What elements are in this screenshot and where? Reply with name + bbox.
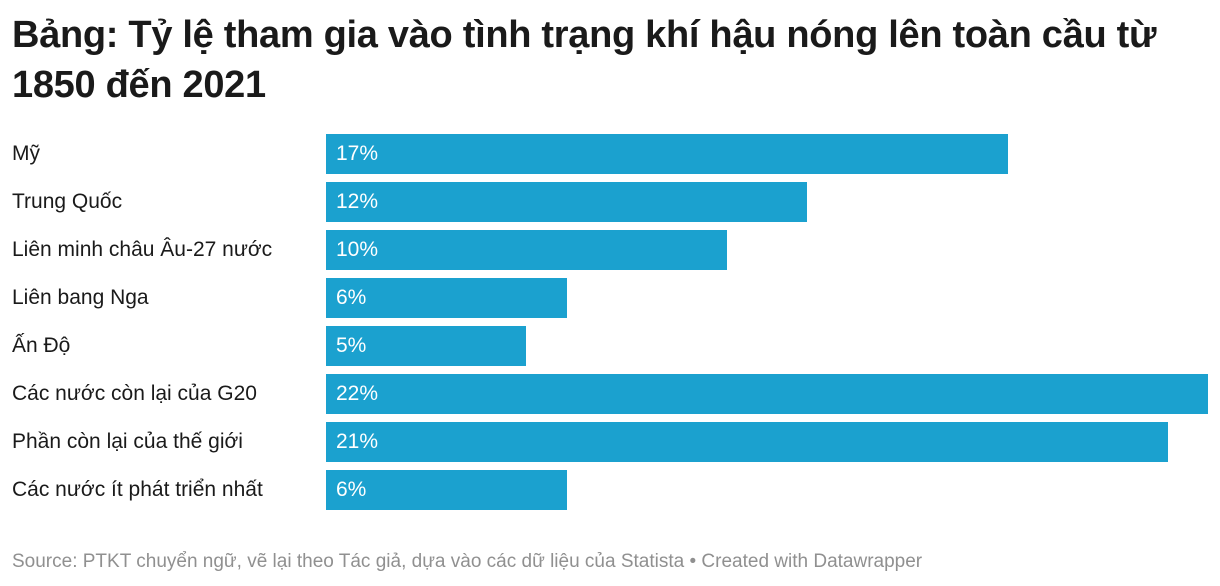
bar [326,422,1168,462]
bar-value-label: 6% [336,478,367,501]
bar [326,182,807,222]
bar [326,278,567,318]
bar-value-label: 6% [336,286,367,309]
bar-value-label: 17% [336,142,379,165]
bar-value-label: 22% [336,382,379,405]
bar-value-label: 5% [336,334,367,357]
bar [326,134,1008,174]
category-label: Liên bang Nga [12,286,149,309]
category-label: Liên minh châu Âu-27 nước [12,238,273,261]
bar [326,470,567,510]
category-label: Phần còn lại của thế giới [12,430,243,453]
bar [326,326,526,366]
category-label: Các nước còn lại của G20 [12,382,257,405]
bar [326,230,727,270]
category-label: Các nước ít phát triển nhất [12,478,263,501]
bar-value-label: 12% [336,190,379,213]
chart-title: Bảng: Tỷ lệ tham gia vào tình trạng khí … [12,14,1157,106]
bar-value-label: 10% [336,238,379,261]
source-note: Source: PTKT chuyển ngữ, vẽ lại theo Tác… [12,551,923,572]
category-label: Mỹ [12,142,40,165]
bar-value-label: 21% [336,430,379,453]
bar [326,374,1208,414]
category-label: Ấn Độ [12,334,71,357]
category-label: Trung Quốc [12,190,123,213]
